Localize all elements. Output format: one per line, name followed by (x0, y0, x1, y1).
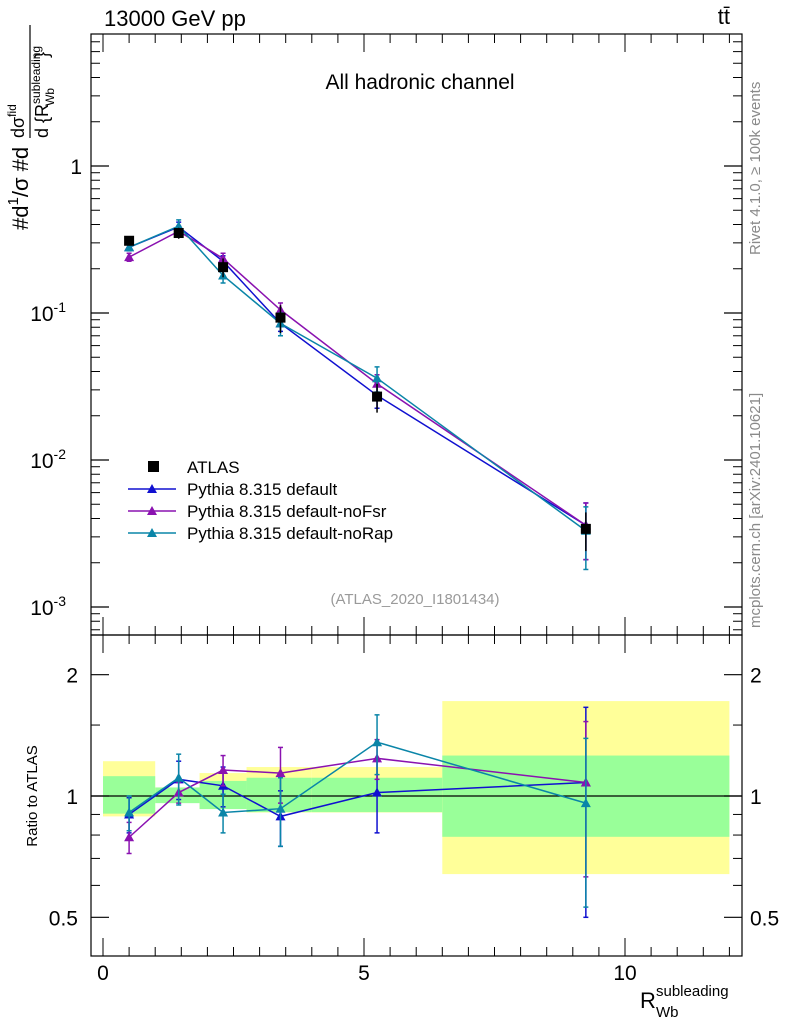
ratio-line (128, 757, 586, 838)
energy-label: 13000 GeV pp (104, 6, 246, 31)
legend-label: Pythia 8.315 default-noFsr (187, 502, 387, 521)
ratio-line (128, 778, 586, 818)
y-tick-label-main: 10-3 (30, 593, 66, 620)
y-axis-label-ratio: Ratio to ATLAS (24, 745, 41, 846)
main-series-group (124, 219, 591, 571)
x-tick-label: 10 (613, 962, 636, 985)
ratio-bands (103, 701, 730, 875)
data-point (218, 262, 229, 273)
ratio-tick-label-left: 1 (66, 786, 78, 809)
ratio-axis-ticks: 0.5 0.5 1 1 2 2 0 5 10 (49, 635, 779, 985)
main-panel: 10-3 10-2 10-1 1 All hadronic channel (ATLA… (30, 33, 743, 636)
y-tick-label-main: 10-1 (30, 299, 66, 326)
series-line (128, 230, 587, 526)
ratio-tick-label-right: 0.5 (750, 907, 779, 930)
rivet-label: Rivet 4.1.0, ≥ 100k events (747, 82, 764, 255)
ratio-tick-label-left: 2 (66, 665, 78, 688)
y-tick-label-main: 1 (70, 156, 82, 179)
data-point (124, 235, 135, 246)
x-axis-label: R subleading Wb (640, 983, 729, 1021)
ratio-tick-label-right: 2 (750, 665, 762, 688)
legend-marker (147, 484, 157, 493)
legend-label: Pythia 8.315 default (187, 480, 338, 499)
ratio-series-group (124, 706, 591, 919)
data-point (275, 312, 286, 323)
data-point (372, 391, 383, 402)
series-point (124, 242, 135, 252)
ratio-point (218, 765, 229, 775)
series-point (173, 221, 184, 231)
legend-marker-data (148, 461, 159, 472)
series-line (128, 225, 587, 532)
ratio-point (580, 798, 591, 808)
y-tick-label-main: 10-2 (30, 446, 66, 473)
legend-marker (147, 506, 157, 515)
x-tick-label: 5 (358, 962, 370, 985)
series-point (124, 252, 135, 262)
ratio-tick-label-left: 0.5 (49, 907, 78, 930)
series-point (372, 373, 383, 383)
data-point (173, 228, 184, 239)
ratio-point (275, 768, 286, 778)
ratio-point (372, 737, 383, 747)
ratio-tick-label-right: 1 (750, 786, 762, 809)
process-label: tt̄ (717, 4, 730, 29)
ratio-point (173, 772, 184, 782)
data-point (580, 523, 591, 534)
x-tick-label: 0 (97, 962, 109, 985)
ratio-panel: 0.5 0.5 1 1 2 2 0 5 10 (49, 634, 779, 985)
svg-text:dσfid: dσfid (5, 104, 28, 138)
ratio-point (218, 807, 229, 817)
svg-text:subleading: subleading (656, 983, 729, 1000)
legend: ATLAS Pythia 8.315 default Pythia 8.315 de… (128, 458, 393, 543)
main-axis-ticks: 10-3 10-2 10-1 1 (30, 34, 742, 635)
svg-text:#d1/σ #d: #d1/σ #d (5, 147, 33, 230)
chart-title: All hadronic channel (325, 71, 514, 94)
legend-label: Pythia 8.315 default-noRap (187, 524, 393, 543)
main-frame (90, 33, 743, 636)
y-axis-label-main: #d1/σ #d dσfid d {RsubleadingWb} (5, 25, 57, 230)
analysis-tag: (ATLAS_2020_I1801434) (330, 591, 499, 608)
ratio-point (124, 807, 135, 817)
mcplots-label: mcplots.cern.ch [arXiv:2401.10621] (747, 393, 764, 628)
series-point (218, 253, 229, 263)
legend-label: ATLAS (187, 458, 240, 477)
ratio-point (372, 787, 383, 797)
legend-marker (147, 528, 157, 537)
svg-text:R: R (640, 988, 656, 1013)
ratio-point (124, 832, 135, 842)
ratio-line (128, 741, 587, 814)
ratio-point (275, 803, 286, 813)
svg-text:Wb: Wb (656, 1004, 679, 1021)
svg-text:d {RsubleadingWb}: d {RsubleadingWb} (29, 46, 57, 138)
